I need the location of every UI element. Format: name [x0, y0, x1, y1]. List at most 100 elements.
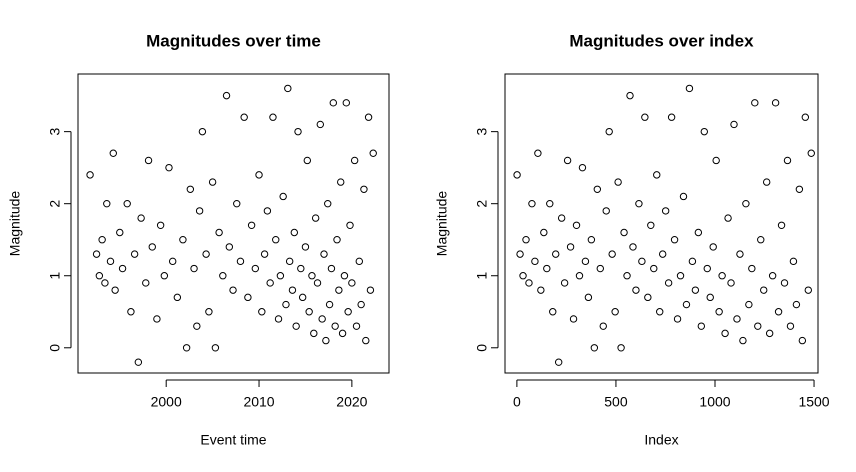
point: [590, 344, 599, 352]
point: [118, 264, 127, 273]
y-tick-label: 1: [474, 272, 490, 280]
point: [760, 286, 768, 294]
point: [792, 300, 801, 309]
point: [101, 279, 109, 287]
point: [667, 113, 676, 121]
point: [92, 250, 101, 258]
point: [724, 214, 732, 222]
point: [310, 329, 318, 338]
point: [106, 257, 115, 266]
point: [369, 149, 377, 157]
point: [348, 279, 356, 287]
point: [288, 286, 297, 294]
point: [240, 113, 248, 121]
point: [362, 336, 370, 345]
x-tick-label: 2010: [243, 394, 274, 410]
point: [186, 185, 195, 193]
point: [783, 156, 792, 165]
point: [584, 293, 593, 302]
point: [247, 221, 256, 230]
point: [153, 315, 161, 323]
x-tick-label: 1500: [798, 394, 829, 410]
point: [694, 228, 703, 237]
point: [531, 257, 539, 266]
point: [274, 315, 283, 323]
point: [572, 221, 581, 230]
point: [617, 344, 625, 352]
y-tick-label: 2: [474, 200, 490, 208]
point: [700, 127, 708, 136]
point: [244, 293, 252, 302]
point: [537, 286, 545, 294]
point: [644, 293, 652, 302]
point: [205, 308, 213, 316]
point: [98, 236, 106, 244]
point: [190, 264, 198, 273]
point: [222, 91, 231, 100]
point: [685, 84, 694, 93]
point: [116, 228, 124, 237]
point: [730, 120, 738, 129]
point: [325, 300, 334, 309]
point: [528, 199, 536, 208]
plot-box: [504, 73, 819, 374]
point: [86, 171, 94, 179]
point: [733, 315, 741, 323]
point: [715, 308, 723, 316]
point: [742, 199, 750, 208]
point: [664, 279, 673, 287]
x-tick-label: 0: [513, 394, 521, 410]
point: [269, 113, 277, 121]
point: [641, 113, 649, 121]
point: [179, 236, 187, 244]
point: [656, 308, 664, 316]
point: [127, 308, 135, 316]
point: [202, 250, 210, 258]
point: [219, 272, 227, 280]
point: [602, 207, 610, 215]
point: [557, 214, 566, 222]
point: [774, 308, 783, 316]
point: [318, 315, 326, 323]
point: [333, 236, 341, 244]
point: [563, 156, 572, 165]
point: [647, 221, 655, 230]
point: [789, 257, 798, 266]
point: [513, 171, 521, 179]
point: [364, 113, 373, 121]
x-tick-label: 1000: [699, 394, 730, 410]
point: [123, 199, 131, 208]
point: [546, 199, 554, 208]
point: [225, 243, 234, 251]
point: [160, 272, 169, 280]
point: [236, 257, 245, 266]
point: [208, 178, 217, 186]
point: [638, 257, 646, 266]
point: [679, 192, 688, 201]
point: [130, 250, 139, 258]
point: [103, 199, 111, 208]
point: [298, 293, 307, 302]
point: [718, 272, 726, 280]
point: [134, 358, 143, 366]
point: [757, 236, 765, 244]
point: [266, 279, 274, 287]
point: [632, 286, 640, 294]
point: [560, 279, 569, 287]
point: [768, 272, 777, 280]
point: [807, 149, 815, 157]
point: [653, 171, 661, 179]
point: [284, 84, 292, 93]
point: [111, 286, 119, 294]
point: [739, 336, 747, 345]
point: [543, 264, 551, 273]
point: [691, 286, 700, 294]
point: [305, 308, 313, 316]
point: [355, 257, 363, 266]
point: [322, 336, 330, 345]
x-tick-label: 2000: [151, 394, 182, 410]
point: [308, 272, 316, 280]
point: [629, 243, 637, 251]
point: [211, 344, 220, 352]
point: [635, 199, 643, 208]
